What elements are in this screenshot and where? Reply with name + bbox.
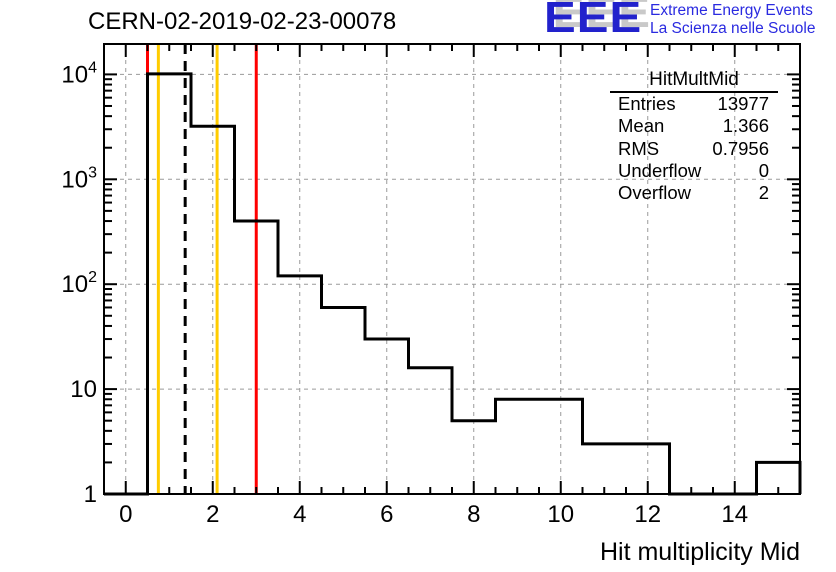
stats-label: Underflow [618, 159, 702, 181]
plot-title: CERN-02-2019-02-23-00078 [88, 8, 397, 35]
stats-row-rms: RMS 0.7956 [610, 138, 778, 160]
stats-value: 0.7956 [712, 137, 769, 159]
x-tick-label: 10 [547, 501, 574, 528]
eee-logo-tagline: Extreme Energy Events La Scienza nelle S… [650, 2, 815, 38]
stats-label: RMS [618, 137, 660, 159]
x-tick-label: 6 [380, 501, 393, 528]
x-tick-label: 0 [119, 501, 132, 528]
y-tick-label: 1 [84, 481, 97, 508]
y-tick-label: 104 [61, 59, 97, 88]
stats-row-overflow: Overflow 2 [610, 182, 778, 204]
stats-value: 13977 [717, 93, 769, 114]
x-tick-label: 12 [634, 501, 661, 528]
stats-title-underline [610, 91, 778, 93]
stats-value: 0 [758, 159, 769, 181]
x-tick-label: 8 [467, 501, 480, 528]
eee-logo-line2: La Scienza nelle Scuole [650, 20, 816, 37]
stats-value: 2 [758, 182, 769, 204]
x-tick-label: 2 [206, 501, 219, 528]
stats-value: 1.366 [722, 115, 769, 137]
eee-logo-letters: EEE [544, 0, 643, 42]
eee-logo-line1: Extreme Energy Events [650, 2, 813, 19]
stats-row-underflow: Underflow 0 [610, 160, 778, 182]
x-axis-title: Hit multiplicity Mid [600, 538, 800, 566]
stats-box: HitMultMid Entries 13977 Mean 1.366 RMS … [610, 70, 778, 204]
y-tick-label: 10 [70, 376, 97, 403]
stats-label: Entries [618, 93, 676, 114]
stats-row-mean: Mean 1.366 [610, 115, 778, 137]
x-tick-label: 4 [293, 501, 306, 528]
x-tick-label: 14 [721, 501, 748, 528]
y-tick-label: 102 [61, 269, 97, 298]
stats-label: Mean [618, 115, 665, 137]
stats-label: Overflow [618, 182, 691, 204]
y-tick-label: 103 [61, 164, 97, 193]
stats-title: HitMultMid [649, 69, 739, 90]
stats-row-entries: Entries 13977 [610, 93, 778, 115]
